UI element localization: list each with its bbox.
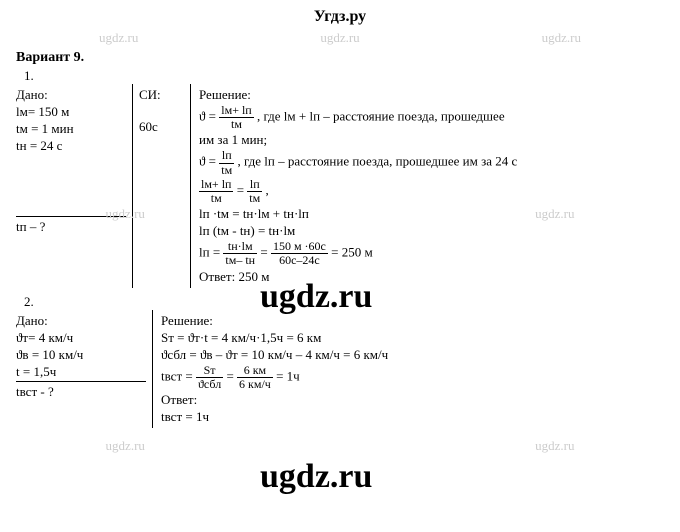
si-value: 60с (139, 119, 184, 135)
given-line: lм= 150 м (16, 104, 126, 120)
problem-number: 2. (24, 294, 672, 310)
si-column: СИ: 60с (133, 84, 191, 288)
solution-line: lп = tн·lмtм– tн = 150 м ·60с60с–24с = 2… (199, 240, 664, 267)
watermark: ugdz.ru (535, 206, 574, 222)
si-label: СИ: (139, 87, 184, 103)
given-line: tн = 24 с (16, 138, 126, 154)
watermark-row: ugdz.ru ugdz.ru ugdz.ru (8, 30, 672, 46)
watermark-big: ugdz.ru (260, 460, 372, 494)
solution-column: Решение: Sт = ϑт·t = 4 км/ч·1,5ч = 6 км … (153, 310, 672, 428)
given-line: t = 1,5ч (16, 364, 146, 380)
solution-line: ϑсбл = ϑв – ϑт = 10 км/ч – 4 км/ч = 6 км… (161, 347, 664, 363)
watermark-row: ugdz.ru ugdz.ru (8, 438, 672, 454)
given-column: Дано: ϑт= 4 км/ч ϑв = 10 км/ч t = 1,5ч t… (8, 310, 153, 428)
given-line: ϑт= 4 км/ч (16, 330, 146, 346)
watermark: ugdz.ru (320, 30, 359, 46)
solution-label: Решение: (161, 313, 664, 329)
problem-1: Дано: lм= 150 м tм = 1 мин tн = 24 с tп … (8, 84, 672, 288)
watermark: ugdz.ru (535, 438, 574, 454)
problem-2: Дано: ϑт= 4 км/ч ϑв = 10 км/ч t = 1,5ч t… (8, 310, 672, 428)
solution-line: им за 1 мин; (199, 132, 664, 148)
solution-label: Решение: (199, 87, 664, 103)
given-label: Дано: (16, 313, 146, 329)
given-line: ϑв = 10 км/ч (16, 347, 146, 363)
solution-line: lп (tм - tн) = tн·lм (199, 223, 664, 239)
watermark-row: ugdz.ru ugdz.ru (8, 206, 672, 222)
watermark: ugdz.ru (542, 30, 581, 46)
answer-line: Ответ: 250 м (199, 269, 664, 285)
solution-line: tвст = Sтϑсбл = 6 км6 км/ч = 1ч (161, 364, 664, 391)
answer-label: Ответ: (161, 392, 664, 408)
given-column: Дано: lм= 150 м tм = 1 мин tн = 24 с tп … (8, 84, 133, 288)
watermark: ugdz.ru (106, 438, 145, 454)
watermark: ugdz.ru (99, 30, 138, 46)
answer-line: tвст = 1ч (161, 409, 664, 425)
solution-line: Sт = ϑт·t = 4 км/ч·1,5ч = 6 км (161, 330, 664, 346)
variant-heading: Вариант 9. (16, 50, 672, 66)
problem-number: 1. (24, 68, 672, 84)
solution-line: ϑ = lм+ lпtм , где lм + lп – расстояние … (199, 104, 664, 131)
solution-line: lм+ lпtм = lпtм , (199, 178, 664, 205)
solution-column: Решение: ϑ = lм+ lпtм , где lм + lп – ра… (191, 84, 672, 288)
page-title: Угдз.ру (8, 8, 672, 26)
given-label: Дано: (16, 87, 126, 103)
find-line: tвст - ? (16, 381, 146, 400)
given-line: tм = 1 мин (16, 121, 126, 137)
watermark: ugdz.ru (106, 206, 145, 222)
solution-line: ϑ = lпtм , где lп – расстояние поезда, п… (199, 149, 664, 176)
